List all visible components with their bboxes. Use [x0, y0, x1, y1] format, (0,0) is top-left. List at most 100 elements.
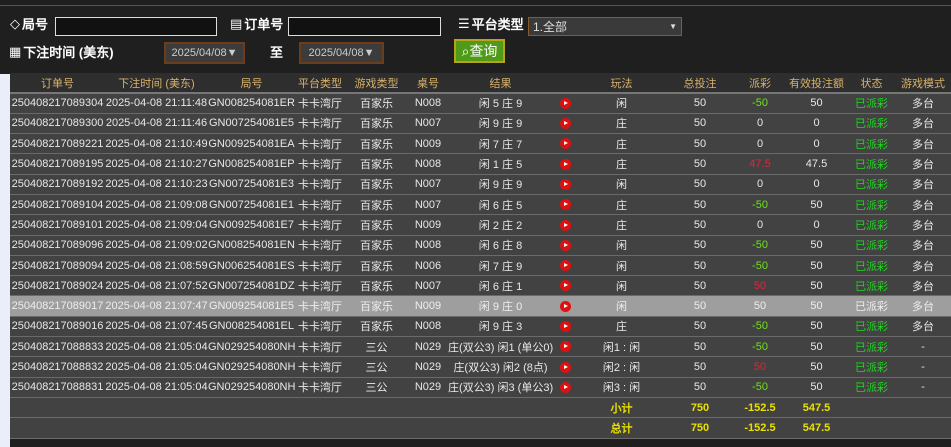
cell: 多台 — [895, 113, 951, 135]
to-label: 至 — [270, 45, 284, 60]
table-row[interactable]: 250408217089094 2025-04-08 21:08:59 GN0062… — [10, 255, 951, 277]
play-icon[interactable] — [560, 239, 571, 251]
cell: 50 — [735, 356, 785, 378]
cell: N008 — [408, 93, 448, 114]
table-row[interactable]: 250408217089104 2025-04-08 21:09:08 GN0072… — [10, 194, 951, 216]
table-row[interactable]: 250408217089024 2025-04-08 21:07:52 GN0072… — [10, 275, 951, 297]
cell: 0 — [785, 133, 848, 155]
table-row[interactable]: 250408217089096 2025-04-08 21:09:02 GN0082… — [10, 235, 951, 256]
cell: 多台 — [895, 316, 951, 338]
replay-cell — [553, 336, 578, 358]
cell: 已派彩 — [848, 194, 895, 216]
cell: 闲 6 庄 1 — [448, 275, 553, 297]
search-button[interactable]: ⌕ 查询 — [454, 39, 505, 63]
cell: 庄(双公3) 闲1 (单公0) — [448, 336, 553, 358]
play-icon[interactable] — [560, 97, 571, 109]
search-icon: ⌕ — [461, 42, 470, 59]
platform-select[interactable]: 1.全部 ▼ — [528, 17, 682, 36]
cell: 250408217088831 — [10, 377, 105, 398]
cell: GN008254081ER — [208, 93, 295, 114]
cell: 50 — [665, 153, 735, 175]
cell: 闲 7 庄 7 — [448, 133, 553, 155]
orders-table: 订单号 下注时间 (美东) 局号 平台类型 游戏类型 桌号 结果 玩法 总投注 派彩 有效投注额 状态… — [10, 73, 951, 439]
column-header: 派彩 — [735, 73, 785, 94]
cell: N008 — [408, 235, 448, 256]
cell: 多台 — [895, 235, 951, 256]
cell: 已派彩 — [848, 255, 895, 277]
cell: 已派彩 — [848, 113, 895, 135]
play-icon[interactable] — [560, 158, 571, 170]
cell: 50 — [785, 336, 848, 358]
cell: 已派彩 — [848, 214, 895, 236]
cell: 250408217089304 — [10, 93, 105, 114]
table-row[interactable]: 250408217089304 2025-04-08 21:11:48 GN0082… — [10, 93, 951, 114]
date-to[interactable]: 2025/04/08▼ — [299, 42, 384, 64]
cell: 卡卡湾厅 — [295, 214, 345, 236]
cell: 50 — [735, 295, 785, 317]
cell: N008 — [408, 153, 448, 175]
table-row[interactable]: 250408217089221 2025-04-08 21:10:49 GN0092… — [10, 133, 951, 155]
cell: 多台 — [895, 133, 951, 155]
cell: 三公 — [345, 356, 408, 378]
cell: N007 — [408, 113, 448, 135]
replay-cell — [553, 214, 578, 236]
play-icon[interactable] — [560, 361, 571, 373]
replay-cell — [553, 377, 578, 398]
play-icon[interactable] — [560, 341, 571, 353]
cell: 50 — [665, 255, 735, 277]
cell: N029 — [408, 377, 448, 398]
cell: 卡卡湾厅 — [295, 235, 345, 256]
play-icon[interactable] — [560, 199, 571, 211]
round-input[interactable] — [55, 17, 217, 36]
play-icon[interactable] — [560, 321, 571, 332]
empty-cell — [848, 397, 895, 419]
cell: GN008254081EL — [208, 316, 295, 338]
play-icon[interactable] — [560, 280, 571, 292]
cell: 50 — [665, 194, 735, 216]
subtotal-bet: 750 — [665, 397, 735, 419]
cell: GN006254081ES — [208, 255, 295, 277]
empty-cell — [408, 417, 448, 439]
cell: 50 — [665, 113, 735, 135]
play-icon[interactable] — [560, 118, 571, 130]
replay-cell — [553, 113, 578, 135]
cell: 2025-04-08 21:07:47 — [105, 295, 208, 317]
cell: 闲 9 庄 9 — [448, 174, 553, 195]
column-header: 游戏模式 — [895, 73, 951, 94]
cell: 闲 5 庄 9 — [448, 93, 553, 114]
sidebar-edge — [0, 74, 10, 447]
replay-cell — [553, 93, 578, 114]
play-icon[interactable] — [560, 138, 571, 150]
cell: 闲 — [578, 255, 665, 277]
play-icon[interactable] — [560, 219, 571, 231]
cell: 百家乐 — [345, 214, 408, 236]
table-row[interactable]: 250408217089016 2025-04-08 21:07:45 GN0082… — [10, 316, 951, 338]
table-row[interactable]: 250408217089101 2025-04-08 21:09:04 GN0092… — [10, 214, 951, 236]
table-row[interactable]: 250408217089192 2025-04-08 21:10:23 GN0072… — [10, 174, 951, 195]
table-row[interactable]: 250408217089017 2025-04-08 21:07:47 GN0092… — [10, 295, 951, 317]
play-icon[interactable] — [560, 260, 571, 272]
play-icon[interactable] — [560, 300, 571, 312]
cell: 闲1 : 闲 — [578, 336, 665, 358]
cell: 50 — [665, 133, 735, 155]
table-row[interactable]: 250408217089195 2025-04-08 21:10:27 GN0082… — [10, 153, 951, 175]
date-from[interactable]: 2025/04/08▼ — [164, 42, 245, 64]
cell: 250408217089300 — [10, 113, 105, 135]
cell: 百家乐 — [345, 133, 408, 155]
table-row[interactable]: 250408217088832 2025-04-08 21:05:04 GN0292… — [10, 356, 951, 378]
table-row[interactable]: 250408217089300 2025-04-08 21:11:46 GN0072… — [10, 113, 951, 135]
subtotal-valid: 547.5 — [785, 397, 848, 419]
cell: 2025-04-08 21:10:49 — [105, 133, 208, 155]
order-input[interactable] — [288, 17, 441, 36]
play-icon[interactable] — [560, 178, 571, 190]
table-row[interactable]: 250408217088833 2025-04-08 21:05:04 GN0292… — [10, 336, 951, 358]
cell: GN029254080NH — [208, 356, 295, 378]
cell: 百家乐 — [345, 295, 408, 317]
empty-cell — [295, 417, 345, 439]
table-row[interactable]: 250408217088831 2025-04-08 21:05:04 GN0292… — [10, 377, 951, 398]
cell: GN007254081E1 — [208, 194, 295, 216]
cell: 庄 — [578, 153, 665, 175]
cell: 闲 — [578, 295, 665, 317]
subtotal-label: 小计 — [578, 397, 665, 419]
play-icon[interactable] — [560, 381, 571, 393]
